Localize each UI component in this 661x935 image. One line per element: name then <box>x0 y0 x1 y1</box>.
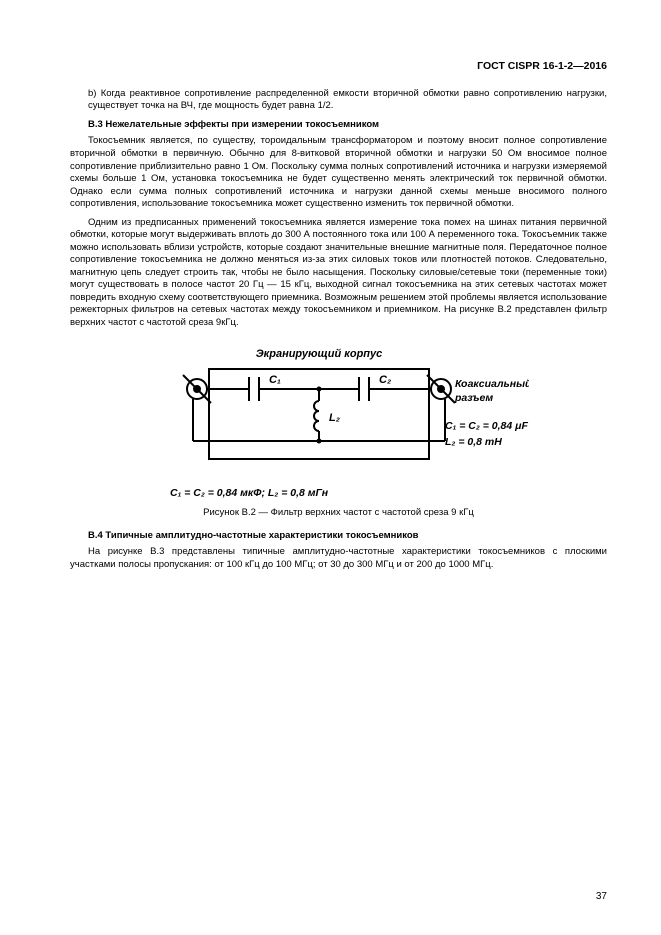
shield-label: Экранирующий корпус <box>255 348 382 360</box>
figure-caption: Рисунок В.2 — Фильтр верхних частот с ча… <box>70 507 607 520</box>
b4-para-1: На рисунке В.3 представлены типичные амп… <box>70 546 607 571</box>
l2-label: L₂ <box>329 412 340 424</box>
vals-label-2: L₂ = 0,8 mH <box>445 436 502 448</box>
b3-para-1: Токосъемник является, по существу, торои… <box>70 135 607 210</box>
coax-label-1: Коаксиальный <box>455 378 529 390</box>
circuit-diagram: Экранирующий корпус C₁ <box>149 339 529 479</box>
paragraph-b: b) Когда реактивное сопротивление распре… <box>88 88 607 113</box>
c1-label: C₁ <box>269 374 281 386</box>
figure-sub-caption: C₁ = C₂ = 0,84 мкФ; L₂ = 0,8 мГн <box>170 487 607 501</box>
coax-label-2: разъем <box>454 392 493 404</box>
section-b3-title: В.3 Нежелательные эффекты при измерении … <box>70 119 607 132</box>
b3-para-2: Одним из предписанных применений токосъе… <box>70 217 607 330</box>
doc-header: ГОСТ CISPR 16-1-2—2016 <box>70 60 607 74</box>
page-number: 37 <box>596 890 607 903</box>
figure-b2: Экранирующий корпус C₁ <box>70 339 607 519</box>
page: ГОСТ CISPR 16-1-2—2016 b) Когда реактивн… <box>0 0 661 935</box>
section-b4-title: В.4 Типичные амплитудно-частотные характ… <box>70 530 607 543</box>
vals-label-1: C₁ = C₂ = 0,84 μF <box>445 420 528 432</box>
c2-label: C₂ <box>379 374 391 386</box>
